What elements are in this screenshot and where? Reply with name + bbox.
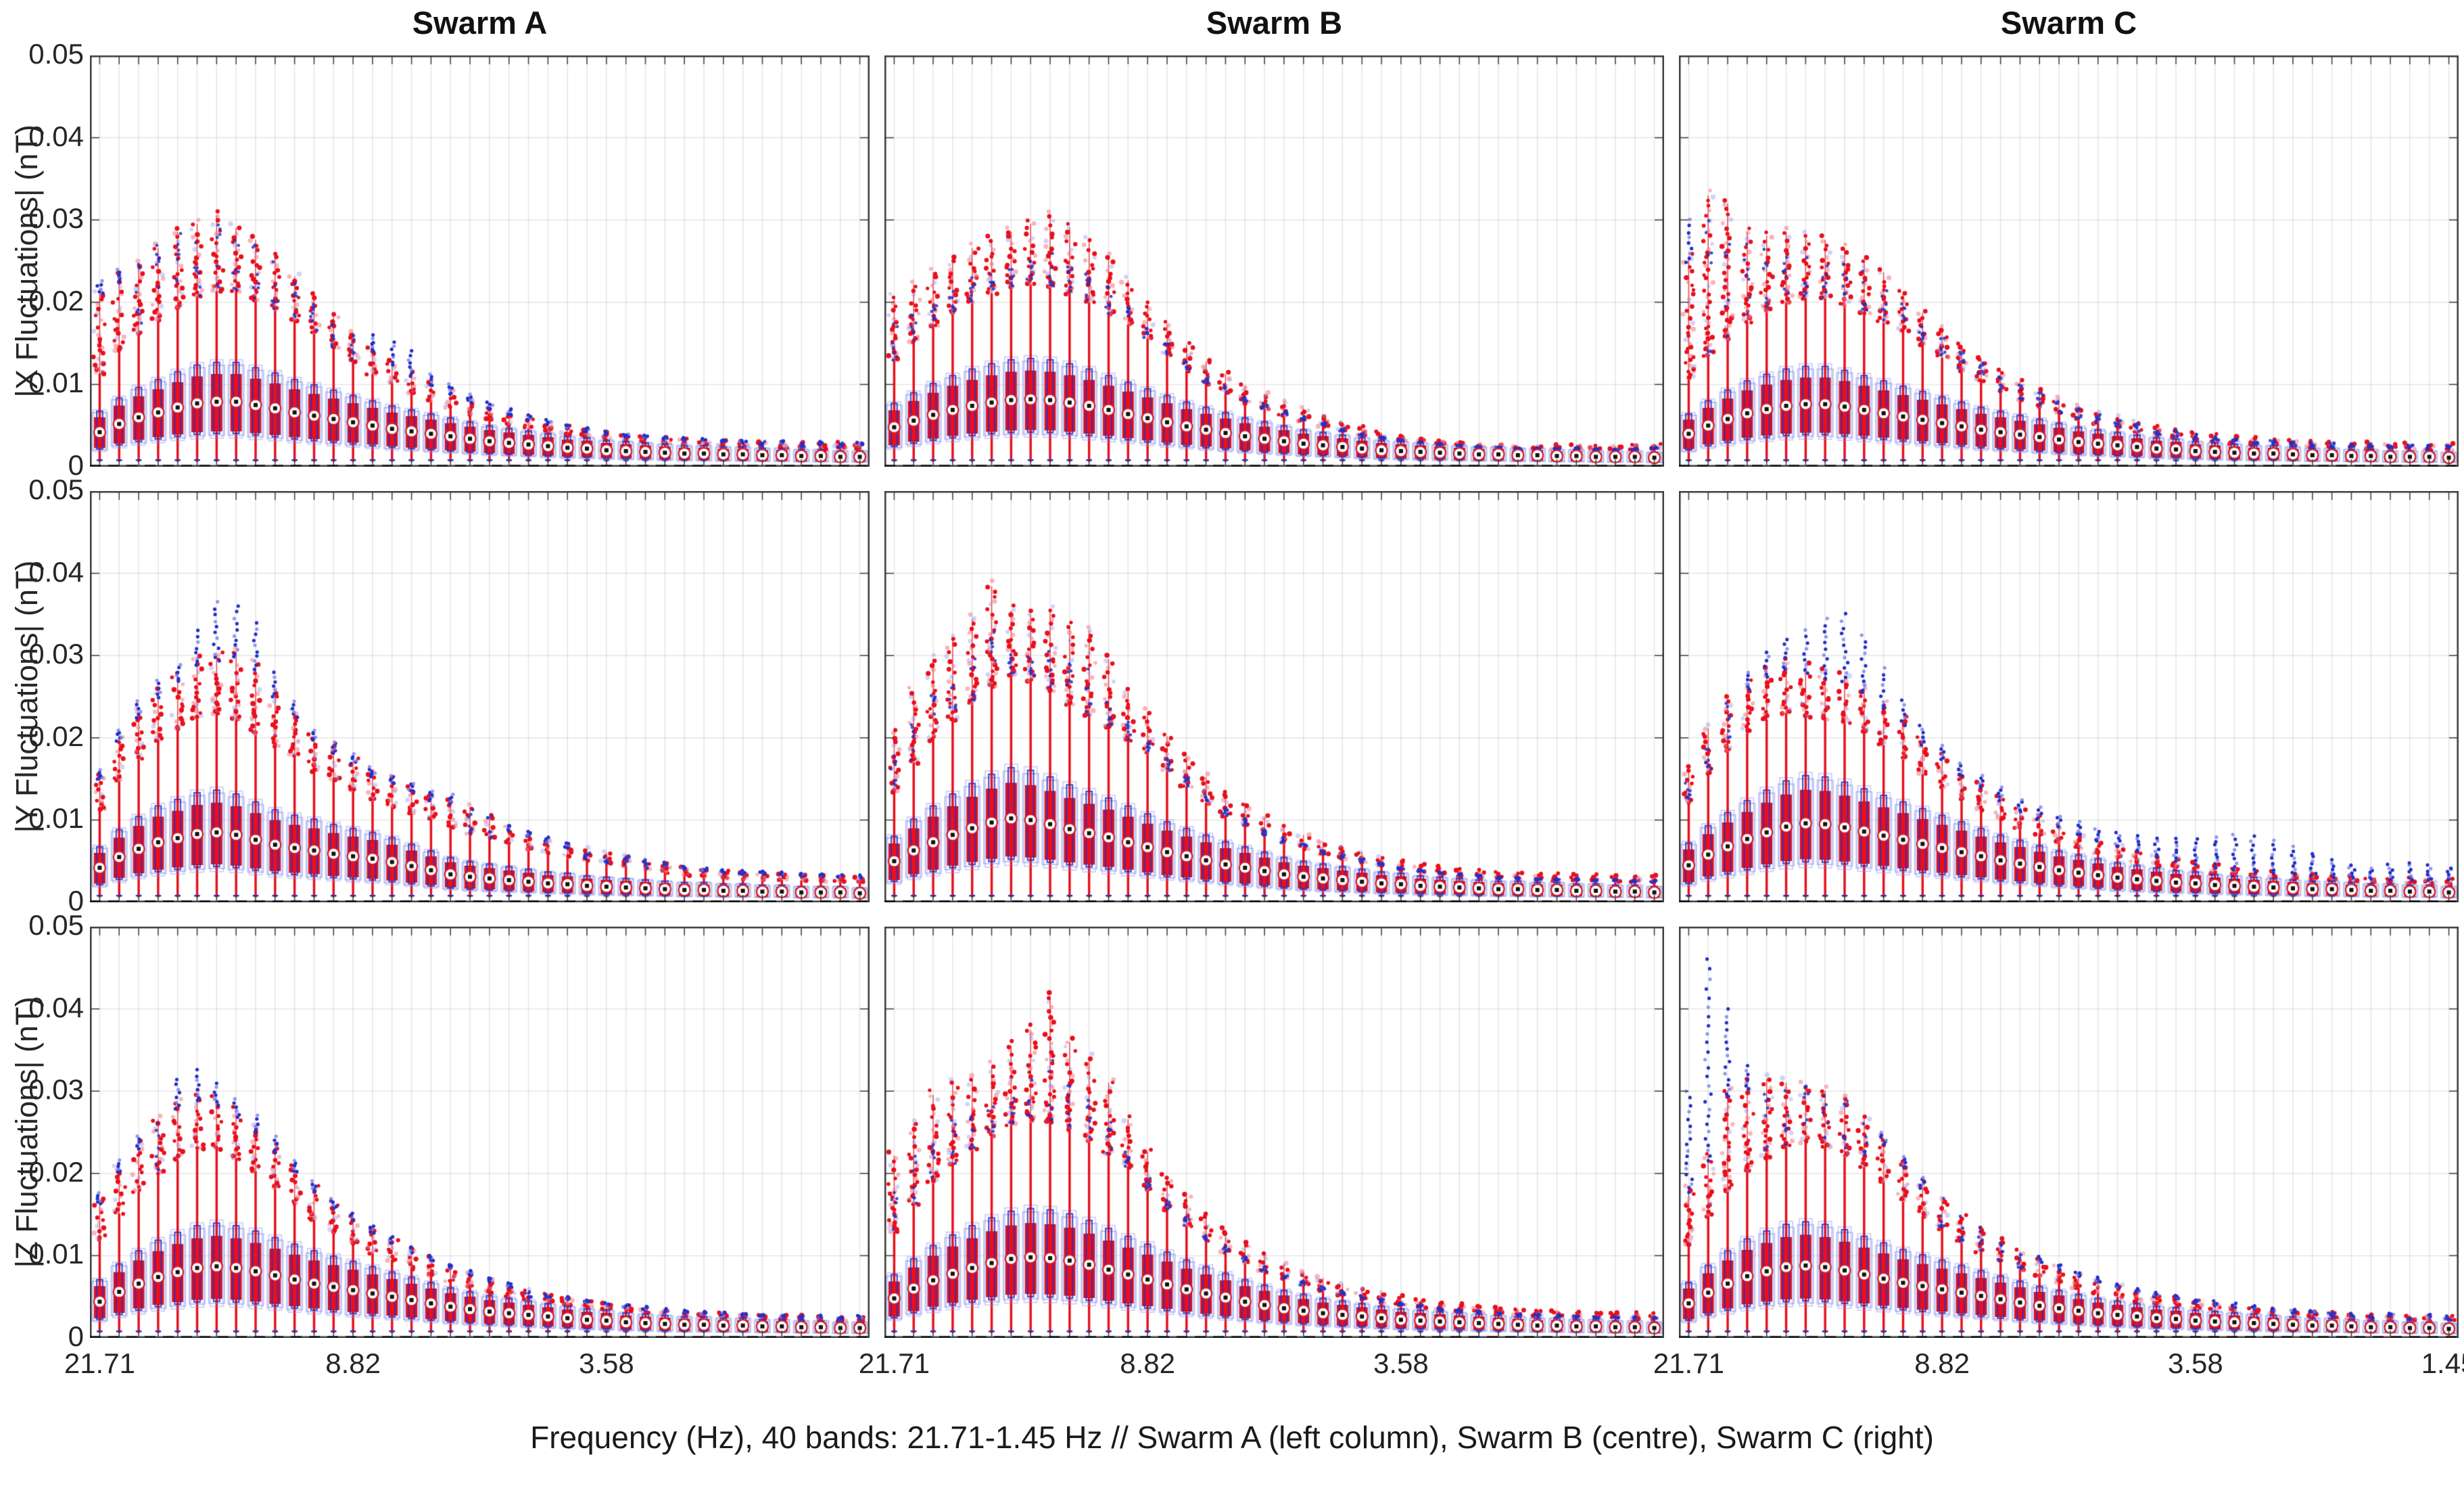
y-tick-label: 0.04 (28, 555, 84, 588)
panel-title-swarm-a: Swarm A (412, 5, 548, 41)
y-tick-label: 0 (68, 885, 84, 917)
x-tick-label: 21.71 (64, 1347, 135, 1379)
y-tick-label: 0.02 (28, 284, 84, 317)
y-tick-label: 0.04 (28, 120, 84, 152)
y-tick-label: 0.02 (28, 1155, 84, 1188)
x-tick-label: 8.82 (1914, 1347, 1970, 1379)
y-tick-label: 0.03 (28, 202, 84, 235)
boxplot-panel-canvas-r1c0 (90, 491, 870, 902)
y-tick-label: 0.04 (28, 991, 84, 1023)
y-tick-label: 0.01 (28, 367, 84, 399)
y-tick-label: 0.03 (28, 638, 84, 670)
y-tick-label: 0 (68, 1320, 84, 1352)
y-tick-label: 0.05 (28, 473, 84, 505)
y-axis-label-row-0: |X Fluctuations| (nT) (9, 124, 44, 398)
x-tick-label: 8.82 (1120, 1347, 1175, 1379)
x-tick-label: 21.71 (1653, 1347, 1724, 1379)
y-tick-label: 0 (68, 449, 84, 481)
x-tick-label: 3.58 (2167, 1347, 2223, 1379)
y-tick-label: 0.02 (28, 720, 84, 752)
boxplot-panel-canvas-r2c1 (884, 927, 1664, 1338)
y-tick-label: 0.05 (28, 909, 84, 941)
panel-title-swarm-b: Swarm B (1206, 5, 1343, 41)
boxplot-panel-canvas-r2c2 (1679, 927, 2459, 1338)
y-tick-label: 0.01 (28, 802, 84, 835)
boxplot-panel-canvas-r0c0 (90, 55, 870, 467)
y-axis-label-row-1: |Y Fluctuations| (nT) (9, 560, 44, 833)
x-tick-label: 3.58 (578, 1347, 634, 1379)
y-tick-label: 0.05 (28, 38, 84, 70)
boxplot-panel-canvas-r1c2 (1679, 491, 2459, 902)
x-tick-label: 21.71 (858, 1347, 930, 1379)
x-tick-label: 3.58 (1373, 1347, 1429, 1379)
x-axis-caption: Frequency (Hz), 40 bands: 21.71-1.45 Hz … (530, 1420, 1934, 1455)
x-tick-label: 1.45 (2421, 1347, 2464, 1379)
y-axis-label-row-2: |Z Fluctuations| (nT) (9, 996, 44, 1268)
panel-title-swarm-c: Swarm C (2000, 5, 2137, 41)
boxplot-panel-canvas-r0c1 (884, 55, 1664, 467)
y-tick-label: 0.03 (28, 1073, 84, 1106)
y-tick-label: 0.01 (28, 1238, 84, 1270)
x-tick-label: 8.82 (325, 1347, 381, 1379)
boxplot-panel-canvas-r1c1 (884, 491, 1664, 902)
boxplot-panel-canvas-r0c2 (1679, 55, 2459, 467)
boxplot-panel-canvas-r2c0 (90, 927, 870, 1338)
